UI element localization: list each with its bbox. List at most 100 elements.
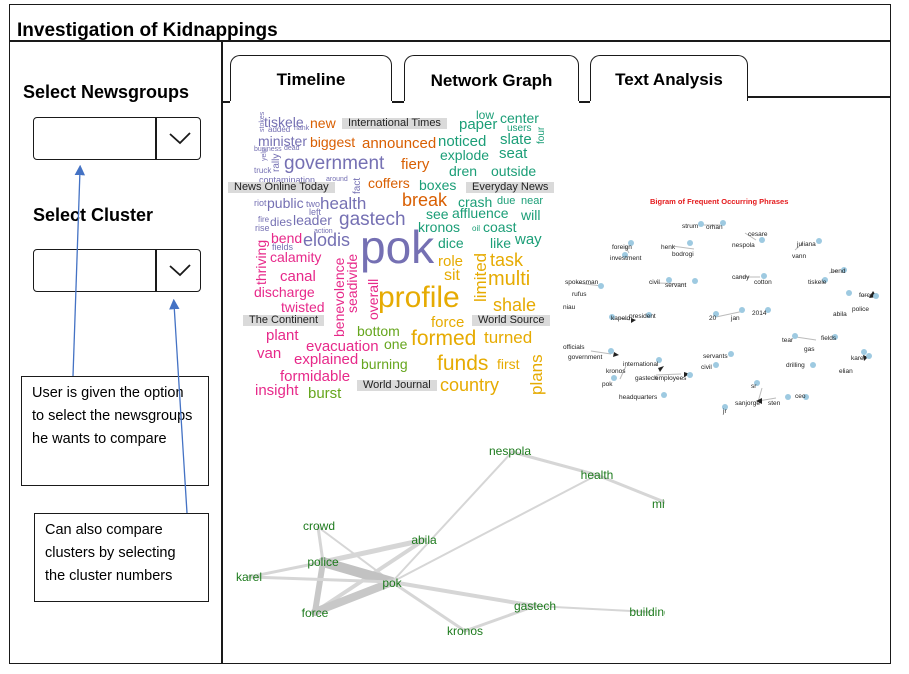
- wc-word: noticed: [438, 133, 487, 150]
- bigram-label: sanjorge: [735, 400, 760, 407]
- bigram-label: civil: [701, 364, 712, 371]
- wc-word: explained: [294, 351, 359, 368]
- wc-word: oil: [472, 224, 481, 233]
- bigram-label: niau: [563, 304, 576, 311]
- bigram-label: jr: [722, 408, 727, 415]
- bigram-label: rufus: [572, 291, 587, 298]
- wc-word: rally: [271, 153, 282, 172]
- wc-word: announced: [362, 135, 437, 152]
- wc-word: boxes: [419, 177, 457, 193]
- wc-word: force: [431, 314, 465, 331]
- bigram-label: servants: [703, 353, 728, 360]
- wc-word: van: [257, 345, 282, 362]
- cluster-select[interactable]: [33, 249, 201, 292]
- tab-network-graph[interactable]: Network Graph: [404, 55, 579, 101]
- network-node: police: [307, 555, 339, 569]
- wc-word: pok: [360, 221, 435, 273]
- wc-word: business: [254, 146, 282, 153]
- bigram-label: karel: [851, 355, 866, 362]
- wc-word: thriving: [253, 239, 269, 285]
- wc-word: contamination: [259, 175, 316, 185]
- wc-word: seadivide: [344, 253, 360, 313]
- network-node: health: [581, 468, 614, 482]
- bigram-label: cesare: [748, 231, 768, 238]
- tab-baseline: [392, 101, 404, 103]
- network-node: minister: [652, 497, 665, 511]
- wc-word: paper: [459, 116, 498, 133]
- wc-word: task: [490, 250, 524, 270]
- tab-timeline[interactable]: Timeline: [230, 55, 392, 101]
- wc-word: kronos: [418, 219, 461, 235]
- wc-word: one: [384, 336, 408, 352]
- wc-word: break: [402, 190, 448, 210]
- bigram-label: fields: [821, 335, 837, 342]
- wc-word: stokes: [259, 111, 266, 132]
- tab-text-analysis[interactable]: Text Analysis: [590, 55, 748, 101]
- network-node: gastech: [514, 599, 556, 613]
- chevron-down-icon[interactable]: [167, 262, 193, 278]
- wc-word: riot: [254, 198, 267, 208]
- wc-word: explode: [440, 147, 490, 163]
- chevron-down-icon[interactable]: [167, 130, 193, 146]
- wc-word: outside: [491, 163, 537, 179]
- network-node: nespola: [489, 444, 531, 458]
- bigram-label: force: [859, 292, 874, 299]
- bigram-label: pok: [602, 381, 613, 388]
- wc-word: canal: [280, 268, 316, 285]
- network-node: abila: [411, 533, 437, 547]
- wc-word: turned: [484, 328, 533, 347]
- bigram-label: cotton: [754, 279, 772, 286]
- wc-word: discharge: [254, 284, 315, 300]
- wc-word: like: [490, 235, 512, 251]
- wc-word: users: [507, 123, 532, 134]
- bigram-label: police: [852, 306, 869, 313]
- cluster-callout: Can also compare clusters by selecting t…: [34, 513, 209, 602]
- wc-word: elodis: [303, 230, 351, 250]
- wc-word: center: [500, 110, 539, 126]
- bigram-label: kapelo: [611, 315, 631, 322]
- bigram-label: abila: [833, 311, 847, 318]
- bigram-label: gastech: [635, 375, 658, 382]
- wc-word: funds: [437, 352, 489, 375]
- wc-word: country: [440, 375, 500, 395]
- app-title: Investigation of Kidnappings: [17, 20, 278, 41]
- bigram-label: spokesman: [565, 279, 599, 286]
- wc-word: new: [310, 115, 336, 131]
- sidebar-divider: [221, 41, 223, 664]
- cluster-label: Select Cluster: [33, 205, 154, 225]
- wc-word: twisted: [281, 299, 325, 315]
- wc-word: near: [521, 195, 544, 207]
- bigram-label: employees: [655, 375, 687, 382]
- tab-baseline: [579, 101, 590, 103]
- select-divider: [155, 118, 157, 159]
- bigram-label: foreign: [612, 244, 632, 251]
- network-node: pok: [382, 576, 402, 590]
- bigram-label: bodrogi: [672, 251, 694, 258]
- bigram-label: sr: [751, 383, 757, 390]
- bigram-label: international: [623, 361, 659, 368]
- wc-word: action: [314, 228, 333, 235]
- bigram-label: gas: [804, 346, 815, 353]
- select-divider: [155, 250, 157, 291]
- wc-word: health: [320, 194, 367, 213]
- bigram-label: juliana: [796, 241, 816, 248]
- bigram-label: jan: [730, 315, 740, 322]
- wc-word: coast: [483, 219, 517, 235]
- bigram-title: Bigram of Frequent Occurring Phrases: [650, 197, 789, 206]
- wc-word: around: [326, 176, 348, 183]
- bigram-label: nespola: [732, 242, 755, 249]
- wc-word: shale: [493, 295, 537, 315]
- newsgroups-select[interactable]: [33, 117, 201, 160]
- wc-source: News Online Today: [228, 182, 335, 193]
- bigram-label: president: [629, 313, 656, 320]
- wc-word: first: [497, 356, 520, 372]
- wc-word: profile: [378, 281, 460, 314]
- wc-word: left: [309, 207, 322, 217]
- bigram-label: bend: [831, 268, 846, 275]
- wc-word: fact: [352, 177, 363, 194]
- wc-word: yelp: [261, 148, 268, 161]
- wc-word: evacuation: [306, 338, 379, 355]
- bigram-label: investment: [610, 255, 642, 262]
- wc-word: see: [426, 206, 449, 222]
- bigram-label: officials: [563, 344, 585, 351]
